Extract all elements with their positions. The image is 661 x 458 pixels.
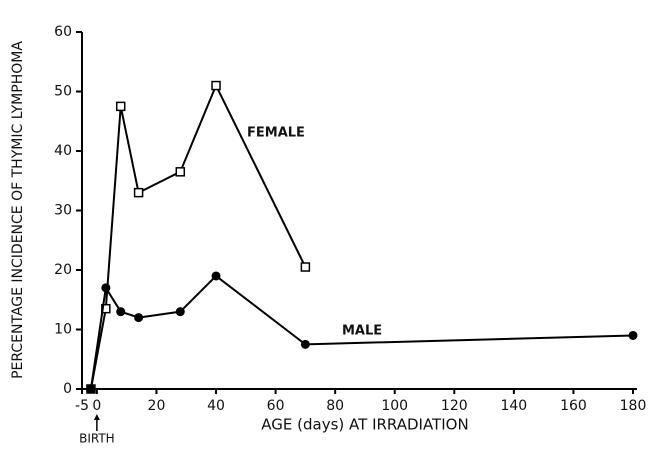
point xyxy=(211,271,221,281)
x-tick-label: -5 xyxy=(75,398,89,414)
x-tick-label: 60 xyxy=(267,398,285,414)
point xyxy=(86,384,96,394)
point xyxy=(300,339,310,349)
y-tick-label: 0 xyxy=(63,381,72,397)
y-tick-label: 60 xyxy=(54,24,72,40)
y-tick-label: 50 xyxy=(54,84,72,100)
series-line xyxy=(89,274,634,390)
point xyxy=(116,307,126,317)
x-tick-label: 100 xyxy=(381,398,408,414)
x-tick-label: 40 xyxy=(207,398,225,414)
y-tick-label: 10 xyxy=(54,322,72,338)
point xyxy=(175,307,185,317)
point xyxy=(300,262,311,272)
point xyxy=(628,330,638,340)
point xyxy=(175,167,186,177)
point xyxy=(101,283,111,293)
y-tick-label: 40 xyxy=(54,143,72,159)
x-tick-label: 120 xyxy=(441,398,468,414)
point xyxy=(115,101,126,112)
y-axis-label: PERCENTAGE INCIDENCE OF THYMIC LYMPHOMA xyxy=(10,41,26,379)
x-axis-label: AGE (days) AT IRRADIATION xyxy=(261,416,468,434)
annotation: BIRTH xyxy=(79,432,115,446)
x-tick-label: 80 xyxy=(326,398,344,414)
point xyxy=(134,313,144,323)
point xyxy=(211,80,221,91)
x-tick-label: 0 xyxy=(92,398,101,414)
y-tick-label: 20 xyxy=(54,262,72,278)
y-tick-label: 30 xyxy=(54,203,72,219)
x-tick-label: 140 xyxy=(500,398,527,414)
annotation: MALE xyxy=(342,324,382,339)
x-tick-label: 160 xyxy=(560,398,587,414)
x-tick-label: 180 xyxy=(620,398,647,414)
x-tick-label: 20 xyxy=(148,398,166,414)
annotation: FEMALE xyxy=(247,126,305,141)
birth-arrowhead xyxy=(93,414,100,420)
point xyxy=(133,187,144,198)
